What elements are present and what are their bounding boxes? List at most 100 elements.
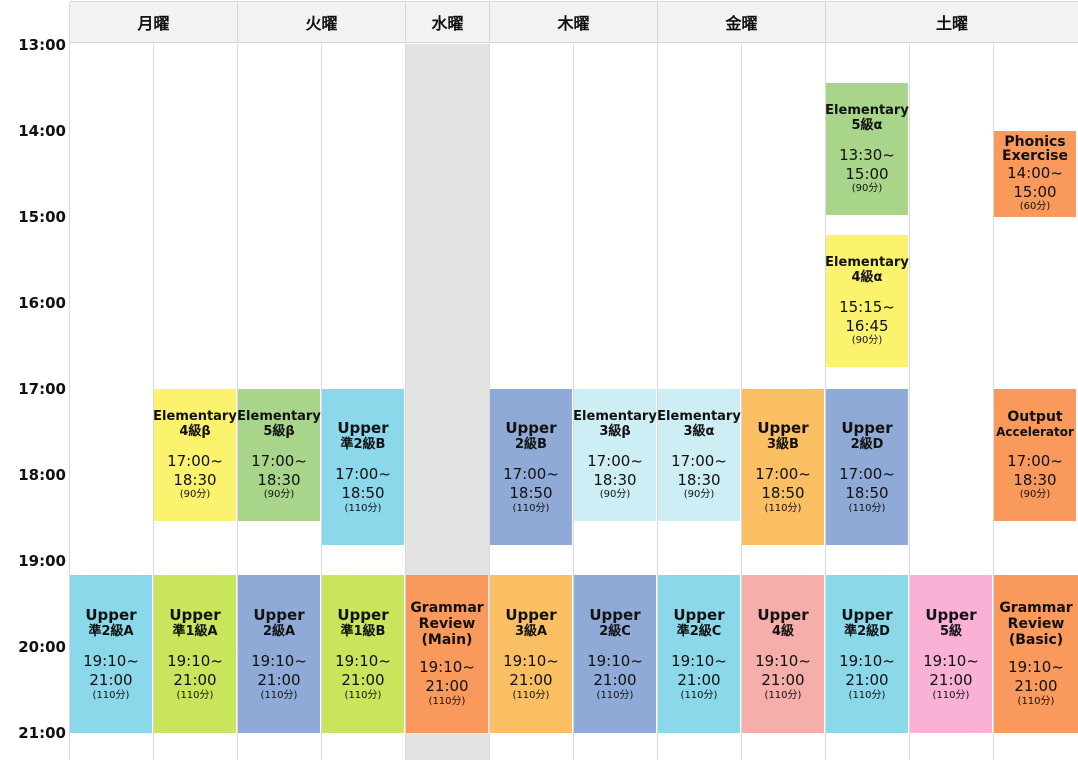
column-fri-1 — [658, 44, 742, 760]
class-block[interactable]: Upper 準1級A 19:10~ 21:00 (110分) — [154, 575, 236, 733]
class-duration: (110分) — [932, 689, 970, 701]
class-block[interactable]: Elementary 5級β 17:00~ 18:30 (90分) — [237, 389, 321, 521]
class-title: Upper — [505, 606, 557, 625]
class-duration: (60分) — [1019, 201, 1051, 213]
class-block[interactable]: Upper 準2級C 19:10~ 21:00 (110分) — [658, 575, 740, 733]
class-end: 21:00 — [341, 670, 385, 689]
class-duration: (110分) — [764, 502, 802, 514]
class-end: 15:00 — [845, 164, 889, 183]
class-duration: (110分) — [596, 689, 634, 701]
class-end: 21:00 — [677, 670, 721, 689]
class-block[interactable]: Upper 準2級B 17:00~ 18:50 (110分) — [322, 389, 404, 545]
class-block[interactable]: Elementary 5級α 13:30~ 15:00 (90分) — [825, 83, 909, 215]
class-start: 17:00~ — [587, 451, 643, 470]
day-header-tuesday: 火曜 — [238, 2, 406, 43]
class-end: 18:30 — [173, 470, 217, 489]
class-title: Phonics Exercise — [1002, 133, 1068, 165]
class-block[interactable]: Upper 2級D 17:00~ 18:50 (110分) — [826, 389, 908, 545]
class-end: 18:50 — [761, 483, 805, 502]
class-level: 準2級D — [844, 624, 890, 640]
column-thu-1 — [490, 44, 574, 760]
column-mon-1 — [70, 44, 154, 760]
time-label-1900: 19:00 — [18, 552, 66, 570]
class-start: 19:10~ — [587, 652, 643, 671]
class-block[interactable]: Upper 準2級A 19:10~ 21:00 (110分) — [70, 575, 152, 733]
class-duration: (110分) — [680, 689, 718, 701]
time-label-1500: 15:00 — [18, 208, 66, 226]
class-block[interactable]: Elementary 3級α 17:00~ 18:30 (90分) — [657, 389, 741, 521]
class-start: 19:10~ — [419, 658, 475, 677]
class-duration: (110分) — [848, 689, 886, 701]
class-end: 18:30 — [257, 470, 301, 489]
class-level: 2級A — [262, 624, 296, 640]
class-block[interactable]: Upper 4級 19:10~ 21:00 (110分) — [742, 575, 824, 733]
class-start: 13:30~ — [839, 145, 895, 164]
class-duration: (90分) — [851, 183, 883, 195]
class-end: 18:50 — [845, 483, 889, 502]
class-block[interactable]: Upper 5級 19:10~ 21:00 (110分) — [910, 575, 992, 733]
class-start: 14:00~ — [1007, 163, 1063, 182]
class-level: 3級α — [683, 424, 715, 440]
class-level: 2級C — [599, 624, 631, 640]
class-level: 準2級A — [88, 624, 134, 640]
class-block[interactable]: Elementary 4級β 17:00~ 18:30 (90分) — [153, 389, 237, 521]
class-title: Upper — [757, 419, 809, 438]
class-level: 準2級C — [676, 624, 722, 640]
class-title: Upper — [841, 606, 893, 625]
class-start: 19:10~ — [503, 652, 559, 671]
class-duration: (90分) — [1019, 489, 1051, 501]
column-fri-2 — [742, 44, 826, 760]
class-title: Output — [1007, 408, 1063, 425]
class-block[interactable]: Elementary 3級β 17:00~ 18:30 (90分) — [573, 389, 657, 521]
class-block[interactable]: Upper 2級B 17:00~ 18:50 (110分) — [490, 389, 572, 545]
class-title: Elementary — [573, 408, 657, 424]
time-axis-border — [69, 2, 70, 760]
class-title: Elementary — [237, 408, 321, 424]
class-duration: (90分) — [263, 489, 295, 501]
class-level: 準1級B — [340, 624, 386, 640]
class-block[interactable]: Upper 2級A 19:10~ 21:00 (110分) — [238, 575, 320, 733]
column-mon-2 — [154, 44, 238, 760]
class-block[interactable]: Upper 3級B 17:00~ 18:50 (110分) — [742, 389, 824, 545]
day-header-friday: 金曜 — [658, 2, 826, 43]
class-end: 18:30 — [677, 470, 721, 489]
class-block[interactable]: Upper 3級A 19:10~ 21:00 (110分) — [490, 575, 572, 733]
class-block[interactable]: Grammar Review (Main) 19:10~ 21:00 (110分… — [406, 575, 488, 733]
class-title: Upper — [337, 606, 389, 625]
class-block[interactable]: Grammar Review (Basic) 19:10~ 21:00 (110… — [994, 575, 1078, 733]
class-title: Upper — [925, 606, 977, 625]
class-end: 21:00 — [425, 677, 469, 696]
class-start: 19:10~ — [1008, 658, 1064, 677]
class-block[interactable]: Upper 準1級B 19:10~ 21:00 (110分) — [322, 575, 404, 733]
class-level: 3級B — [767, 437, 799, 453]
class-block[interactable]: Output Accelerator 17:00~ 18:30 (90分) — [994, 389, 1076, 521]
class-start: 19:10~ — [167, 652, 223, 671]
day-header-wednesday: 水曜 — [406, 2, 490, 43]
class-duration: (90分) — [599, 489, 631, 501]
class-end: 21:00 — [173, 670, 217, 689]
class-level: 4級α — [851, 270, 883, 286]
class-block[interactable]: Elementary 4級α 15:15~ 16:45 (90分) — [825, 235, 909, 367]
class-block[interactable]: Upper 2級C 19:10~ 21:00 (110分) — [574, 575, 656, 733]
class-start: 19:10~ — [923, 652, 979, 671]
day-header-monday: 月曜 — [70, 2, 238, 43]
time-label-1700: 17:00 — [18, 380, 66, 398]
class-start: 19:10~ — [839, 652, 895, 671]
class-level: 2級B — [515, 437, 547, 453]
column-sat-2 — [910, 44, 994, 760]
column-tue-1 — [238, 44, 322, 760]
class-start: 17:00~ — [1007, 451, 1063, 470]
class-level: 2級D — [850, 437, 884, 453]
class-start: 17:00~ — [755, 465, 811, 484]
class-end: 21:00 — [509, 670, 553, 689]
time-label-1400: 14:00 — [18, 122, 66, 140]
class-block[interactable]: Phonics Exercise 14:00~ 15:00 (60分) — [994, 131, 1076, 217]
class-end: 18:30 — [593, 470, 637, 489]
class-end: 21:00 — [845, 670, 889, 689]
class-block[interactable]: Upper 準2級D 19:10~ 21:00 (110分) — [826, 575, 908, 733]
day-header-saturday: 土曜 — [826, 2, 1078, 43]
class-duration: (110分) — [176, 689, 214, 701]
class-title: Upper — [673, 606, 725, 625]
class-duration: (90分) — [683, 489, 715, 501]
class-title: Elementary — [825, 254, 909, 270]
